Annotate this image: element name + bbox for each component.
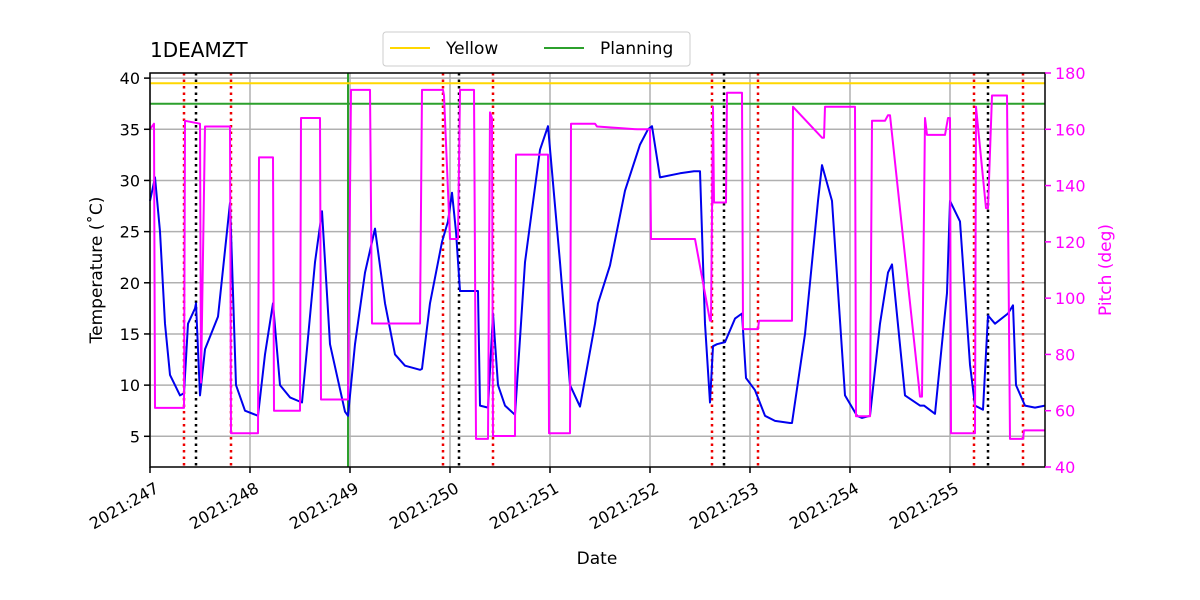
y-tick-label: 25 (120, 223, 140, 242)
y2-tick-label: 40 (1055, 458, 1075, 477)
y2-tick-label: 80 (1055, 345, 1075, 364)
legend-label-yellow: Yellow (445, 39, 498, 59)
series-temperature (149, 125, 1046, 424)
y-tick-label: 35 (120, 120, 140, 139)
y-tick-label: 30 (120, 171, 140, 190)
y-tick-label: 40 (120, 69, 140, 88)
y2-tick-label: 120 (1055, 233, 1086, 252)
y-tick-label: 10 (120, 376, 140, 395)
y2-tick-label: 160 (1055, 120, 1086, 139)
series-pitch (149, 88, 1045, 440)
series-lines (149, 88, 1046, 440)
y2-axis-label: Pitch (deg) (1096, 224, 1116, 316)
legend-label-planning: Planning (600, 39, 673, 59)
legend: Yellow Planning (382, 31, 691, 67)
limit-lines (150, 82, 1045, 105)
x-axis-label: Date (577, 549, 618, 569)
plot-frame (149, 72, 1046, 468)
y2-tick-label: 60 (1055, 402, 1075, 421)
chart-title: 1DEAMZT (150, 38, 248, 62)
y-tick-label: 15 (120, 325, 140, 344)
y2-tick-label: 180 (1055, 64, 1086, 83)
plot-border (149, 72, 1046, 468)
legend-box (382, 31, 691, 67)
y2-tick-label: 140 (1055, 177, 1086, 196)
y-tick-label: 5 (130, 427, 140, 446)
y-axis-label: Temperature (˚C) (86, 197, 107, 345)
y2-tick-label: 100 (1055, 289, 1086, 308)
y-tick-label: 20 (120, 274, 140, 293)
